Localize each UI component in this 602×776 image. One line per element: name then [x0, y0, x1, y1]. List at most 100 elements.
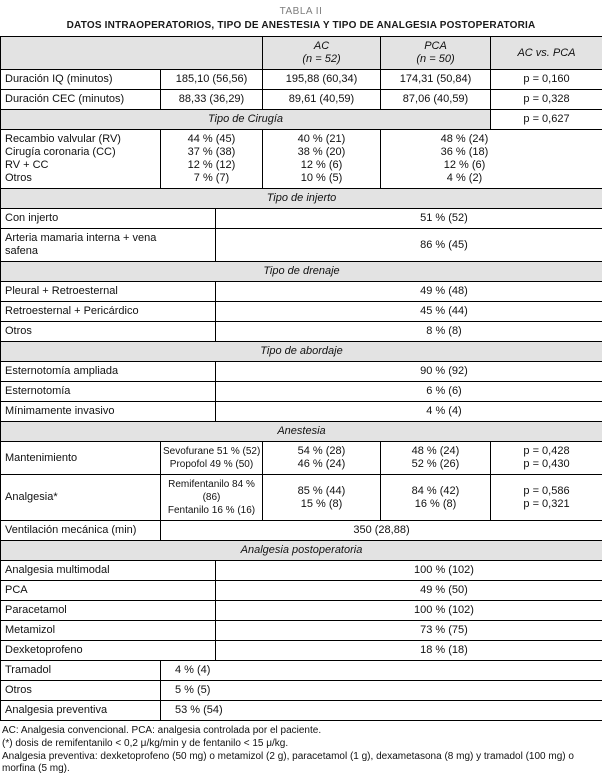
table-row: Esternotomía 6 % (6) [1, 382, 602, 402]
cell-p-value: p = 0,627 [491, 110, 602, 130]
pca-line: 84 % (42) [385, 485, 486, 498]
row-label: Metamizol [1, 621, 216, 641]
surgery-total: 12 % (12) [165, 159, 258, 172]
table-row: Duración IQ (minutos) 185,10 (56,56) 195… [1, 70, 602, 90]
surgery-ac-value: 10 % (5) [267, 172, 376, 185]
row-label: Analgesia multimodal [1, 561, 216, 581]
surgery-ac-value: 12 % (6) [267, 159, 376, 172]
cell-p-value: p = 0,160 [491, 70, 602, 90]
detail-line: Propofol 49 % (50) [163, 458, 260, 471]
surgery-label: RV + CC [5, 159, 156, 172]
table-row: Dexketoprofeno 18 % (18) [1, 641, 602, 661]
analgesia-detail: Remifentanilo 84 % (86) Fentanilo 16 % (… [161, 475, 263, 521]
cell-value: 8 % (8) [216, 322, 602, 342]
row-label: Retroesternal + Pericárdico [1, 302, 216, 322]
ac-line: 54 % (28) [267, 445, 376, 458]
table-row: Tramadol 4 % (4) [1, 661, 602, 681]
row-label: Esternotomía ampliada [1, 362, 216, 382]
header-col-pca: PCA (n = 50) [381, 37, 491, 70]
cell-pca: 174,31 (50,84) [381, 70, 491, 90]
cell-ac: 89,61 (40,59) [263, 90, 381, 110]
surgery-total: 37 % (38) [165, 146, 258, 159]
cell-value: 5 % (5) [161, 681, 602, 701]
cell-value: 350 (28,88) [161, 521, 602, 541]
row-label: Mantenimiento [1, 442, 161, 475]
row-label: Duración CEC (minutos) [1, 90, 161, 110]
surgery-pca: 48 % (24) 36 % (18) 12 % (6) 4 % (2) [381, 130, 602, 189]
footnote: AC: Analgesia convencional. PCA: analges… [2, 725, 600, 737]
cell-value: 73 % (75) [216, 621, 602, 641]
table-row: Con injerto 51 % (52) [1, 209, 602, 229]
analgesia-row: Analgesia* Remifentanilo 84 % (86) Fenta… [1, 475, 602, 521]
pca-line: 52 % (26) [385, 458, 486, 471]
ac-line: 15 % (8) [267, 498, 376, 511]
table-row: Analgesia preventiva 53 % (54) [1, 701, 602, 721]
ac-line: 85 % (44) [267, 485, 376, 498]
row-label: Otros [1, 681, 161, 701]
header-empty-cell [1, 37, 263, 70]
surgery-ac-value: 38 % (20) [267, 146, 376, 159]
table-row: Ventilación mecánica (min) 350 (28,88) [1, 521, 602, 541]
surgery-total: 44 % (45) [165, 133, 258, 146]
cell-pca: 87,06 (40,59) [381, 90, 491, 110]
header-col-vs: AC vs. PCA [491, 37, 602, 70]
table-row: Pleural + Retroesternal 49 % (48) [1, 282, 602, 302]
table-row: Duración CEC (minutos) 88,33 (36,29) 89,… [1, 90, 602, 110]
cell-total: 185,10 (56,56) [161, 70, 263, 90]
section-row: Tipo de injerto [1, 189, 602, 209]
surgery-ac-value: 40 % (21) [267, 133, 376, 146]
surgery-label: Cirugía coronaria (CC) [5, 146, 156, 159]
section-row: Tipo de Cirugía p = 0,627 [1, 110, 602, 130]
header-ac-n: (n = 52) [267, 53, 376, 66]
row-label: Mínimamente invasivo [1, 402, 216, 422]
table-row: Mínimamente invasivo 4 % (4) [1, 402, 602, 422]
cell-value: 51 % (52) [216, 209, 602, 229]
surgery-label: Recambio valvular (RV) [5, 133, 156, 146]
cell-total: 88,33 (36,29) [161, 90, 263, 110]
cell-p-value: p = 0,328 [491, 90, 602, 110]
detail-line: (86) [163, 491, 260, 504]
surgery-pca-value: 4 % (2) [385, 172, 544, 185]
table-row: Paracetamol 100 % (102) [1, 601, 602, 621]
section-header-drenaje: Tipo de drenaje [1, 262, 602, 282]
detail-line: Fentanilo 16 % (16) [163, 504, 260, 517]
maintenance-row: Mantenimiento Sevofurane 51 % (52) Propo… [1, 442, 602, 475]
table-row: Retroesternal + Pericárdico 45 % (44) [1, 302, 602, 322]
row-label: Tramadol [1, 661, 161, 681]
section-row: Tipo de drenaje [1, 262, 602, 282]
table-title: DATOS INTRAOPERATORIOS, TIPO DE ANESTESI… [0, 20, 602, 31]
section-header-cirugia: Tipo de Cirugía [1, 110, 491, 130]
header-row: AC (n = 52) PCA (n = 50) AC vs. PCA [1, 37, 602, 70]
surgery-ac: 40 % (21) 38 % (20) 12 % (6) 10 % (5) [263, 130, 381, 189]
p-line: p = 0,321 [495, 498, 598, 511]
pca-line: 48 % (24) [385, 445, 486, 458]
header-pca-n: (n = 50) [385, 53, 486, 66]
cell-pca: 84 % (42) 16 % (8) [381, 475, 491, 521]
row-label: Esternotomía [1, 382, 216, 402]
header-pca-label: PCA [385, 40, 486, 53]
row-label: Ventilación mecánica (min) [1, 521, 161, 541]
row-label: Duración IQ (minutos) [1, 70, 161, 90]
p-line: p = 0,586 [495, 485, 598, 498]
table-row: Analgesia multimodal 100 % (102) [1, 561, 602, 581]
p-line: p = 0,428 [495, 445, 598, 458]
cell-ac: 85 % (44) 15 % (8) [263, 475, 381, 521]
surgery-total: 7 % (7) [165, 172, 258, 185]
cell-value: 6 % (6) [216, 382, 602, 402]
cell-ac: 54 % (28) 46 % (24) [263, 442, 381, 475]
detail-line: Remifentanilo 84 % [163, 478, 260, 491]
section-row: Anestesia [1, 422, 602, 442]
table-row: Otros 5 % (5) [1, 681, 602, 701]
footnote: Analgesia preventiva: dexketoprofeno (50… [2, 751, 600, 775]
cell-value: 49 % (48) [216, 282, 602, 302]
table-number: TABLA II [0, 6, 602, 17]
cell-value: 86 % (45) [216, 229, 602, 262]
surgery-labels: Recambio valvular (RV) Cirugía coronaria… [1, 130, 161, 189]
detail-line: Sevofurane 51 % (52) [163, 445, 260, 458]
section-row: Analgesia postoperatoria [1, 541, 602, 561]
maintenance-detail: Sevofurane 51 % (52) Propofol 49 % (50) [161, 442, 263, 475]
row-label: Analgesia* [1, 475, 161, 521]
row-label: Dexketoprofeno [1, 641, 216, 661]
row-label: Paracetamol [1, 601, 216, 621]
